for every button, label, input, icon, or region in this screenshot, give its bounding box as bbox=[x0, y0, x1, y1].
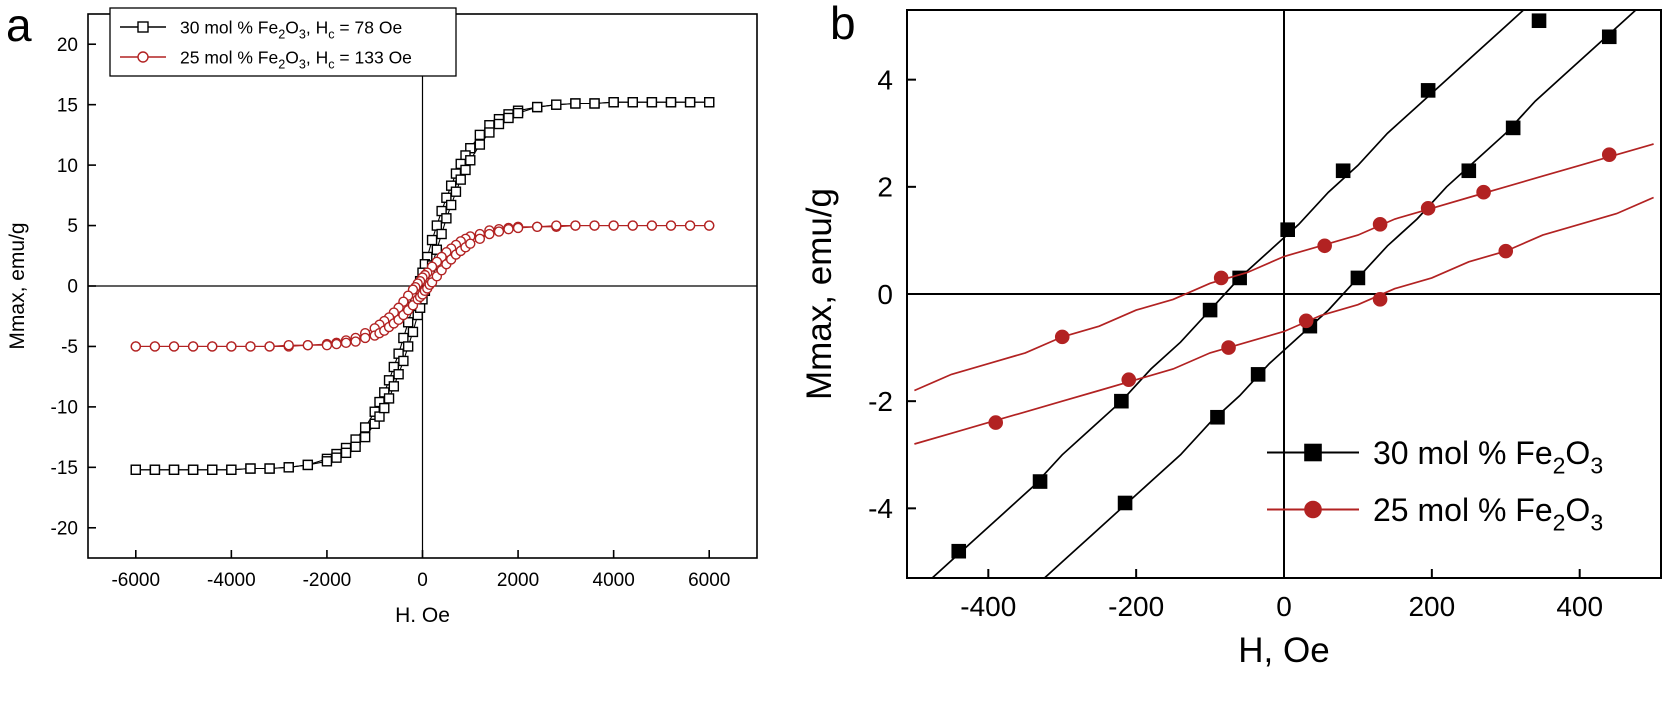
hysteresis-zoom-chart: -400 -200 0 200 400 -4 -2 0 2 4 H, Oe Mmax, emu/g 30… bbox=[795, 0, 1675, 708]
svg-text:4000: 4000 bbox=[593, 570, 635, 591]
svg-text:0: 0 bbox=[417, 570, 428, 591]
svg-text:2000: 2000 bbox=[497, 570, 539, 591]
svg-text:-2: -2 bbox=[868, 386, 893, 417]
svg-text:-6000: -6000 bbox=[111, 570, 160, 591]
svg-text:-15: -15 bbox=[51, 458, 78, 479]
svg-text:200: 200 bbox=[1408, 591, 1455, 622]
svg-text:5: 5 bbox=[67, 216, 78, 237]
svg-text:4: 4 bbox=[877, 64, 893, 95]
svg-text:0: 0 bbox=[67, 277, 78, 298]
svg-text:Mmax, emu/g: Mmax, emu/g bbox=[6, 222, 29, 349]
svg-text:30 mol % Fe2O3, Hc = 78 Oe: 30 mol % Fe2O3, Hc = 78 Oe bbox=[180, 17, 402, 41]
svg-text:6000: 6000 bbox=[688, 570, 730, 591]
panel-label-a: a bbox=[6, 0, 32, 51]
svg-text:-20: -20 bbox=[51, 518, 78, 539]
svg-text:0: 0 bbox=[1276, 591, 1292, 622]
svg-text:-5: -5 bbox=[61, 337, 78, 358]
svg-text:2: 2 bbox=[877, 172, 893, 203]
svg-text:-400: -400 bbox=[960, 591, 1016, 622]
svg-text:-4000: -4000 bbox=[207, 570, 256, 591]
svg-text:25 mol % Fe2O3: 25 mol % Fe2O3 bbox=[1373, 492, 1603, 536]
svg-text:H, Oe: H, Oe bbox=[1238, 631, 1329, 670]
svg-text:0: 0 bbox=[877, 279, 893, 310]
svg-text:-4: -4 bbox=[868, 493, 893, 524]
svg-text:-200: -200 bbox=[1108, 591, 1164, 622]
svg-text:15: 15 bbox=[57, 95, 78, 116]
svg-text:10: 10 bbox=[57, 156, 78, 177]
hysteresis-chart-svg-a: -6000 -4000 -2000 0 2000 4000 6000 -20 -15 -10 -5 0… bbox=[6, 7, 758, 627]
svg-text:-2000: -2000 bbox=[303, 570, 352, 591]
hysteresis-chart-svg-b: -400 -200 0 200 400 -4 -2 0 2 4 H, Oe Mmax, emu/g 30… bbox=[800, 9, 1662, 670]
svg-text:30 mol % Fe2O3: 30 mol % Fe2O3 bbox=[1373, 435, 1603, 479]
svg-text:20: 20 bbox=[57, 35, 78, 56]
svg-text:25 mol % Fe2O3, Hc = 133 Oe: 25 mol % Fe2O3, Hc = 133 Oe bbox=[180, 47, 412, 71]
svg-text:400: 400 bbox=[1556, 591, 1603, 622]
svg-text:Mmax, emu/g: Mmax, emu/g bbox=[800, 188, 839, 400]
hysteresis-full-loop-chart: -6000 -4000 -2000 0 2000 4000 6000 -20 -15 -10 -5 0… bbox=[0, 0, 795, 708]
panel-label-b: b bbox=[830, 0, 856, 49]
svg-text:H. Oe: H. Oe bbox=[395, 604, 450, 627]
svg-text:-10: -10 bbox=[51, 398, 78, 419]
